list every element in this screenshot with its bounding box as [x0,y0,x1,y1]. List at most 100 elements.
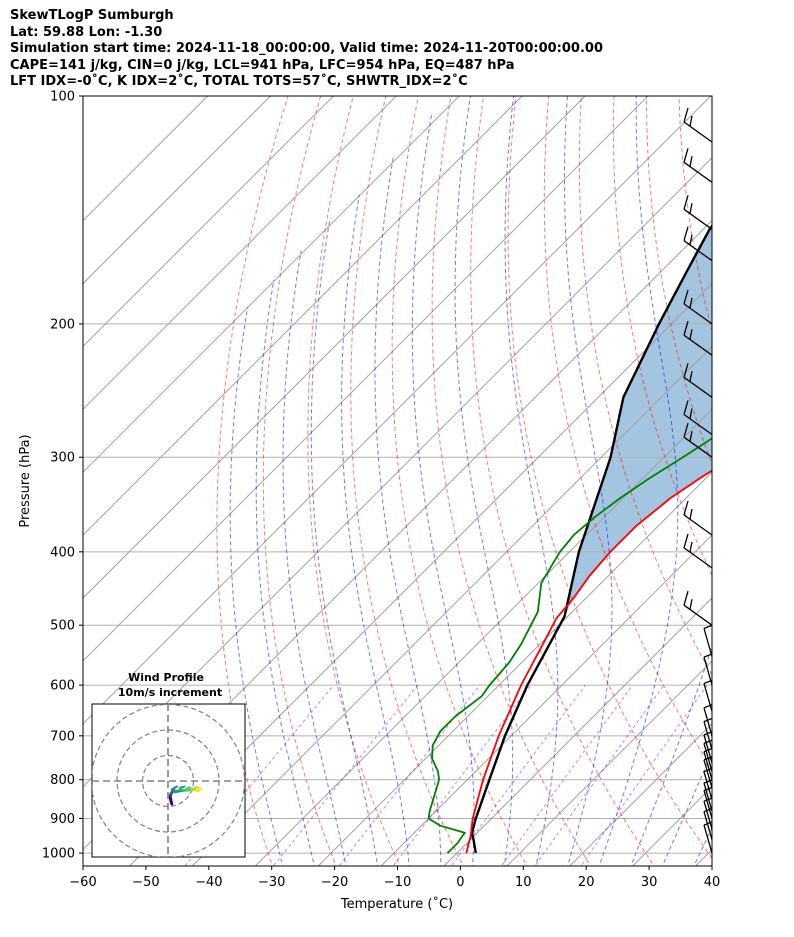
isotherm-line [83,96,209,222]
x-tick-label: 20 [578,875,595,890]
hodograph-tick [194,788,200,793]
dry-adiabat-line [470,96,655,866]
wind-barb-flag [703,821,712,826]
wind-barb [703,730,712,764]
x-tick-label: −30 [258,875,285,890]
mixing-ratio-line [338,684,481,866]
wind-barb [683,321,712,356]
y-tick-label: 300 [50,451,75,466]
chart-title-block: SkewTLogP Sumburgh Lat: 59.88 Lon: -1.30… [10,8,603,91]
wind-barb [683,148,712,183]
wind-barb [683,195,712,230]
wind-barb-shaft [703,782,712,812]
isotherm-line [83,96,712,725]
wind-barb-flag [703,767,712,773]
wind-barb-flag [703,807,712,813]
dry-adiabat-line [543,96,712,770]
title-line-cape: CAPE=141 j/kg, CIN=0 j/kg, LCL=941 hPa, … [10,57,515,73]
dry-adiabat-line [773,61,794,869]
wind-barb-flag [703,779,712,784]
wind-barb [703,786,712,819]
wind-barb-flag [689,297,693,309]
x-tick-label: −60 [69,875,96,890]
dry-adiabat-line [507,96,712,859]
moist-adiabat-line [282,250,347,866]
wind-barb [703,797,712,830]
wind-barb-shaft [683,376,712,398]
wind-barb-flag [703,717,712,723]
wind-barb-flag [689,431,693,442]
title-line-indices: LFT IDX=-0˚C, K IDX=2˚C, TOTAL TOTS=57˚C… [10,74,468,89]
wind-barb-flag [703,730,712,736]
y-tick-label: 400 [50,545,75,560]
wind-barb-shaft [703,824,712,854]
isotherm-line [83,96,335,348]
cape-area [564,226,712,617]
moist-adiabat-line [504,96,559,866]
wind-barb-shaft [703,721,712,750]
dry-adiabat-line [262,96,337,866]
wind-barb [683,107,712,143]
wind-barb [703,821,712,854]
wind-barb-shaft [683,208,712,230]
dry-adiabat-line [216,96,289,866]
wind-barb-shaft [703,811,712,840]
wind-barb-shaft [703,734,712,764]
moist-adiabat-line [310,218,379,866]
wind-barb [703,624,712,657]
wind-barb-flag [703,653,712,658]
wind-barb [683,500,712,536]
wind-barb-flag [689,541,693,553]
wind-barb-flag [683,195,689,210]
moist-adiabat-line [374,155,442,866]
title-line-coordinates: Lat: 59.88 Lon: -1.30 [10,24,163,40]
x-tick-label: −10 [384,875,411,890]
y-tick-label: 1000 [42,847,75,862]
wind-barb [703,747,712,780]
isotherm-line [83,96,586,599]
x-axis: −60 −50 −40 −30 −20 −10 0 10 20 30 40 [69,866,720,890]
wind-barb-flag [689,156,693,167]
dry-adiabat-line [350,96,464,866]
hodograph-tick [180,785,186,790]
wind-barb-flag [703,679,712,685]
title-line-station: SkewTLogP Sumburgh [10,8,174,23]
x-tick-label: 30 [641,875,658,890]
hodograph-tick [185,786,191,790]
wind-barb-flag [703,747,712,753]
isotherm-line [83,96,649,662]
isotherm-line [83,96,272,285]
y-tick-label: 600 [50,679,75,694]
wind-barb [683,226,712,262]
hodograph-ring [92,704,245,857]
wind-barb-flag [703,786,712,792]
isotherm-line [569,723,712,866]
wind-barb-shaft [683,240,712,262]
wind-barb [703,703,712,736]
x-tick-label: −20 [321,875,348,890]
wind-barb-flag [684,62,688,76]
title-line-times: Simulation start time: 2024-11-18_00:00:… [10,41,603,56]
wind-barb-flag [703,755,712,761]
x-axis-label: Temperature (˚C) [340,896,453,912]
wind-barb-shaft [703,759,712,789]
wind-barb-flag [689,115,693,127]
moist-adiabat-line [255,279,315,866]
wind-barb [683,533,712,569]
mixing-ratio-line [392,684,532,866]
wind-barb-flag [683,363,689,378]
wind-barb [683,400,712,436]
isotherm-line [83,96,460,473]
isotherm-line [380,534,712,866]
wind-barb-shaft [683,547,712,569]
wind-barb-shaft [703,790,712,819]
parcel-line [470,223,712,854]
wind-barb-flag [689,329,693,340]
wind-barb-flag [689,408,693,419]
moist-adiabats [229,96,712,866]
wind-barb [684,62,712,97]
wind-barb-flag [683,107,689,123]
wind-barb-flag [683,289,689,305]
hodograph [92,704,245,857]
